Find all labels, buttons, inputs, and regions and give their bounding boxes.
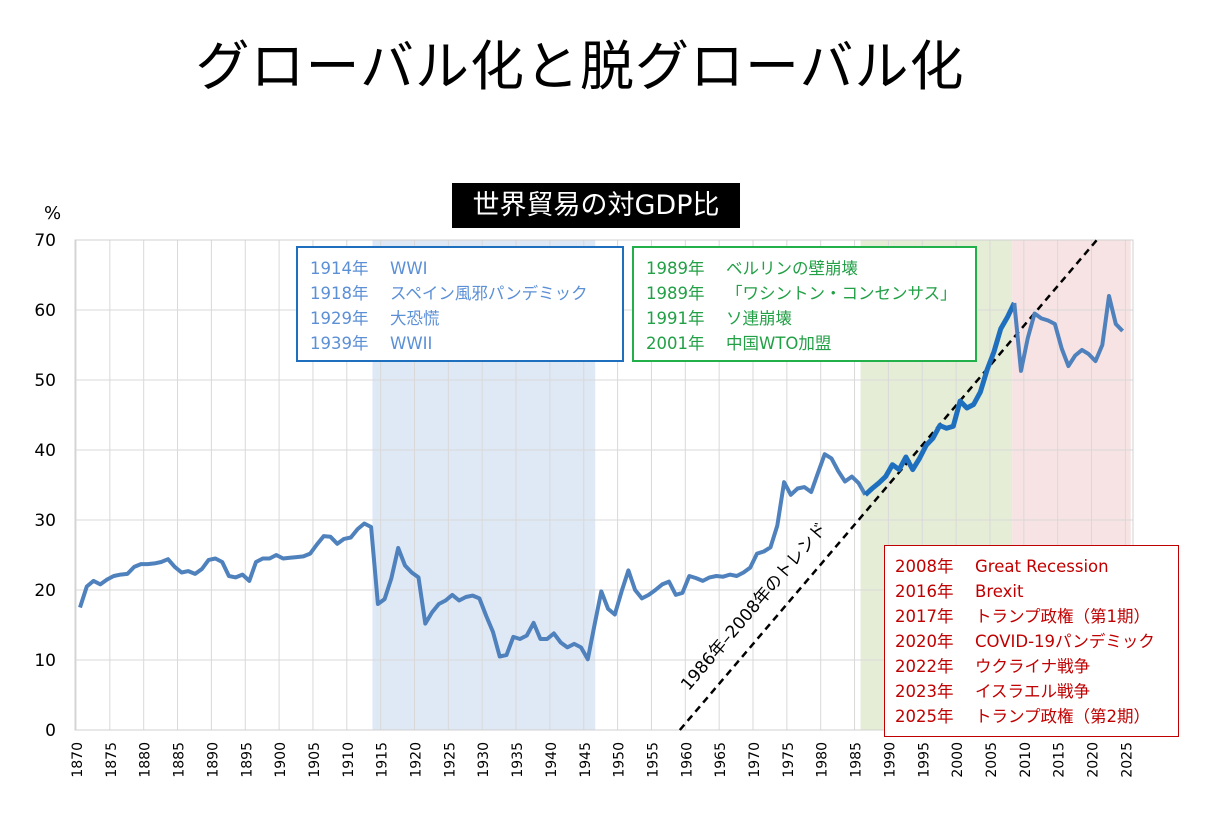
series-line-post-2008 [1012, 294, 1125, 373]
annotation-box-war-era: 1914年 WWI 1918年 スペイン風邪パンデミック 1929年 大恐慌 1939年 WW… [296, 246, 624, 362]
x-tick-label: 1980 [815, 742, 831, 778]
annotation-row: 2017年 トランプ政権（第1期） [895, 604, 1168, 629]
annotation-event: イスラエル戦争 [975, 682, 1091, 701]
x-tick-label: 1975 [781, 742, 797, 778]
annotation-event: WWI [390, 259, 428, 278]
annotation-year: 2020年 [895, 632, 954, 651]
annotation-year: 2022年 [895, 657, 954, 676]
annotation-event: 「ワシントン・コンセンサス」 [726, 284, 957, 303]
annotation-event: Great Recession [975, 557, 1109, 576]
y-axis-unit-label: % [44, 203, 61, 224]
annotation-event: 大恐慌 [390, 309, 440, 328]
annotation-row: 1991年 ソ連崩壊 [646, 306, 965, 331]
x-tick-label: 1910 [341, 742, 357, 778]
x-tick-label: 2000 [950, 742, 966, 778]
x-tick-label: 1995 [916, 742, 932, 778]
x-tick-label: 2010 [1018, 742, 1034, 778]
annotation-row: 1989年 「ワシントン・コンセンサス」 [646, 281, 965, 306]
annotation-event: トランプ政権（第2期） [975, 707, 1151, 726]
annotation-year: 1989年 [646, 259, 705, 278]
annotation-year: 1991年 [646, 309, 705, 328]
x-tick-label: 1875 [104, 742, 120, 778]
x-tick-label: 2015 [1052, 742, 1068, 778]
series-line-1986-2008 [863, 301, 1017, 497]
annotation-year: 1989年 [646, 284, 705, 303]
annotation-year: 1914年 [310, 259, 369, 278]
annotation-event: ウクライナ戦争 [975, 657, 1091, 676]
annotation-year: 2025年 [895, 707, 954, 726]
y-tick-label: 10 [34, 651, 56, 671]
annotation-year: 1918年 [310, 284, 369, 303]
annotation-year: 1939年 [310, 334, 369, 353]
annotation-row: 1914年 WWI [310, 256, 612, 281]
x-tick-label: 1880 [138, 742, 154, 778]
x-tick-label: 1905 [307, 742, 323, 778]
x-tick-label: 1965 [713, 742, 729, 778]
annotation-row: 2016年 Brexit [895, 579, 1168, 604]
annotation-event: WWII [390, 334, 433, 353]
x-tick-label: 1970 [747, 742, 763, 778]
annotation-row: 2020年 COVID-19パンデミック [895, 629, 1168, 654]
annotation-year: 1929年 [310, 309, 369, 328]
annotation-box-globalization: 1989年 ベルリンの壁崩壊 1989年 「ワシントン・コンセンサス」 1991年 ソ連崩… [632, 246, 977, 362]
plot-border [74, 239, 1134, 731]
annotation-event: スペイン風邪パンデミック [390, 284, 588, 303]
annotation-box-deglobalization: 2008年 Great Recession 2016年 Brexit 2017年 トランプ… [884, 545, 1179, 737]
x-tick-label: 1870 [70, 742, 86, 778]
annotation-row: 2008年 Great Recession [895, 554, 1168, 579]
annotation-year: 2016年 [895, 582, 954, 601]
x-tick-label: 1885 [172, 742, 188, 778]
y-tick-label: 60 [34, 301, 56, 321]
annotation-row: 2022年 ウクライナ戦争 [895, 654, 1168, 679]
x-tick-label: 1960 [679, 742, 695, 778]
annotation-year: 2023年 [895, 682, 954, 701]
y-tick-label: 0 [45, 721, 56, 741]
annotation-row: 1918年 スペイン風邪パンデミック [310, 281, 612, 306]
x-tick-label: 1945 [578, 742, 594, 778]
y-tick-label: 50 [34, 371, 56, 391]
x-tick-label: 1925 [442, 742, 458, 778]
annotation-row: 1939年 WWII [310, 331, 612, 356]
annotation-event: トランプ政権（第1期） [975, 607, 1151, 626]
x-tick-label: 2005 [984, 742, 1000, 778]
x-tick-label: 1930 [476, 742, 492, 778]
x-tick-label: 1920 [409, 742, 425, 778]
series-line-pre-1986 [78, 452, 868, 662]
annotation-year: 2008年 [895, 557, 954, 576]
x-tick-label: 2025 [1119, 742, 1135, 778]
x-tick-label: 2020 [1086, 742, 1102, 778]
annotation-event: COVID-19パンデミック [975, 632, 1155, 651]
annotation-year: 2001年 [646, 334, 705, 353]
main-title: グローバル化と脱グローバル化 [195, 35, 965, 98]
annotation-row: 2025年 トランプ政権（第2期） [895, 704, 1168, 729]
x-tick-label: 1895 [239, 742, 255, 778]
y-tick-label: 40 [34, 441, 56, 461]
x-tick-label: 1935 [510, 742, 526, 778]
x-tick-label: 1890 [205, 742, 221, 778]
y-tick-label: 20 [34, 581, 56, 601]
annotation-row: 1989年 ベルリンの壁崩壊 [646, 256, 965, 281]
annotation-row: 1929年 大恐慌 [310, 306, 612, 331]
annotation-event: ベルリンの壁崩壊 [726, 259, 858, 278]
x-tick-label: 1915 [375, 742, 391, 778]
x-tick-label: 1955 [645, 742, 661, 778]
annotation-year: 2017年 [895, 607, 954, 626]
annotation-row: 2023年 イスラエル戦争 [895, 679, 1168, 704]
annotation-event: Brexit [975, 582, 1024, 601]
x-tick-label: 1900 [273, 742, 289, 778]
x-tick-label: 1950 [612, 742, 628, 778]
annotation-event: 中国WTO加盟 [726, 334, 832, 353]
y-tick-label: 30 [34, 511, 56, 531]
x-tick-label: 1940 [544, 742, 560, 778]
annotation-row: 2001年 中国WTO加盟 [646, 331, 965, 356]
trend-label: 1986年–2008年のトレンド [677, 519, 831, 695]
x-tick-label: 1985 [849, 742, 865, 778]
y-tick-label: 70 [34, 231, 56, 251]
x-tick-label: 1990 [882, 742, 898, 778]
chart-title: 世界貿易の対GDP比 [452, 183, 740, 228]
annotation-event: ソ連崩壊 [726, 309, 792, 328]
